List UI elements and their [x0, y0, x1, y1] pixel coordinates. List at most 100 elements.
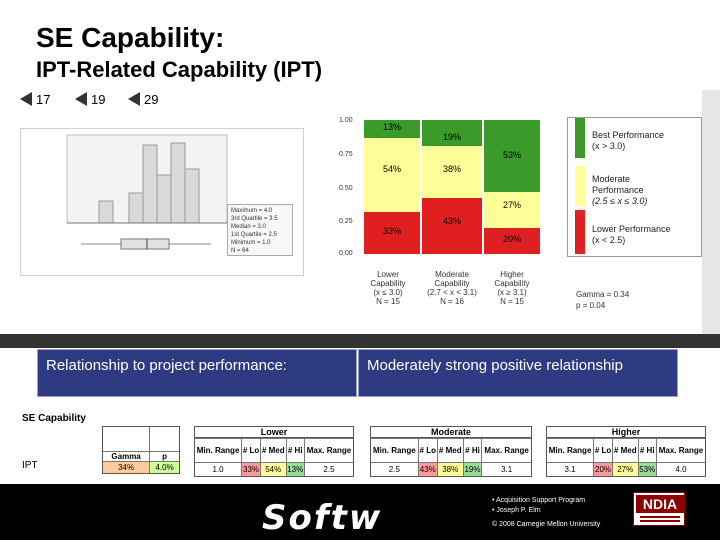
p-value: 4.0% [149, 460, 179, 473]
legend-text-best: Best Performance (x > 3.0) [592, 130, 664, 152]
category-label-lower: Lower Capability (x ≤ 3.0) N = 15 [352, 270, 424, 306]
cell-label: 20% [502, 234, 521, 244]
ndia-logo-block [636, 495, 684, 513]
col-header: Max. Range [304, 438, 353, 463]
legend-text-lower: Lower Performance (x < 2.5) [592, 224, 671, 246]
category-label-higher: Higher Capability (x ≥ 3.1) N = 15 [478, 270, 546, 306]
footer-band [0, 484, 720, 540]
histogram-bar [170, 142, 186, 224]
group-title: Moderate [371, 427, 531, 438]
cell-label: 13% [382, 122, 401, 132]
mosaic-cell: 43% [422, 198, 482, 254]
mosaic-cell: 20% [484, 228, 540, 254]
nav-back-19[interactable]: 19 [75, 90, 105, 108]
table-cell: 3.1 [547, 462, 595, 476]
relationship-value: Moderately strong positive relationship [367, 357, 623, 374]
col-header: Min. Range [195, 438, 243, 463]
table-cell: 53% [638, 462, 657, 476]
nav-label-17[interactable]: 17 [36, 91, 51, 107]
col-header: # Lo [241, 438, 261, 463]
divider-band [0, 334, 720, 348]
col-header: # Med [260, 438, 287, 463]
legend-swatch-best [575, 118, 585, 158]
back-arrow-icon[interactable] [128, 92, 140, 106]
table-cell: 13% [286, 462, 305, 476]
table-cell: 54% [260, 462, 287, 476]
distribution-stats: Maximum = 4.0 3rd Quartile = 3.5 Median … [227, 204, 293, 256]
stat-median: Median = 3.0 [231, 224, 266, 230]
table-cell: 1.0 [195, 462, 243, 476]
table-cell: 33% [241, 462, 261, 476]
mosaic-cell: 13% [364, 120, 420, 138]
histogram-bar [142, 144, 158, 224]
legend-text-moderate: Moderate Performance (2.5 ≤ x ≤ 3.0) [592, 174, 647, 207]
boxplot-box [120, 238, 170, 250]
ndia-logo-text: NDIA [643, 496, 677, 512]
col-header: # Med [612, 438, 639, 463]
gamma-header: Gamma [103, 450, 151, 461]
distribution-figure: Maximum = 4.0 3rd Quartile = 3.5 Median … [20, 128, 304, 276]
p-header: p [149, 450, 179, 461]
histogram-bar [98, 200, 114, 224]
mosaic-cell: 38% [422, 146, 482, 198]
nav-label-19[interactable]: 19 [91, 91, 106, 107]
table-section-title: SE Capability [22, 413, 86, 424]
gamma-label: Gamma = 0.34 [576, 290, 630, 299]
table-cell: 20% [593, 462, 613, 476]
table-row-label: IPT [22, 460, 38, 471]
table-cell: 19% [463, 462, 483, 476]
histogram-bar [156, 174, 172, 224]
group-title: Higher [547, 427, 705, 438]
mosaic-cell: 33% [364, 212, 420, 254]
y-tick-label: 0.75 [339, 151, 353, 158]
y-tick-label: 0.25 [339, 218, 353, 225]
stat-n: N = 64 [231, 248, 249, 254]
category-line: Capability [494, 279, 530, 288]
back-arrow-icon[interactable] [75, 92, 87, 106]
mosaic-legend: Best Performance (x > 3.0) Moderate Perf… [567, 117, 702, 257]
table-cell: 38% [437, 462, 464, 476]
footer-line: © 2008 Carnegie Mellon University [492, 521, 601, 528]
cell-label: 54% [382, 164, 401, 174]
category-line: Higher [500, 270, 524, 279]
group-title: Lower [195, 427, 353, 438]
gamma-value: 34% [103, 460, 151, 473]
relationship-label: Relationship to project performance: [46, 357, 287, 374]
category-line: N = 15 [376, 297, 400, 306]
cell-label: 27% [502, 200, 521, 210]
legend-swatch-lower [575, 210, 585, 254]
slide-subtitle: IPT-Related Capability (IPT) [36, 57, 323, 82]
gamma-p-table: Gamma p 34% 4.0% [102, 426, 180, 474]
legend-line: (x < 2.5) [592, 235, 626, 245]
cell-label: 43% [442, 216, 461, 226]
mosaic-cell: 27% [484, 192, 540, 228]
col-header: # Hi [463, 438, 483, 463]
legend-line: (x > 3.0) [592, 141, 626, 151]
category-line: (2.7 < x < 3.1) [427, 288, 477, 297]
category-line: Moderate [435, 270, 469, 279]
slide-title: SE Capability: [36, 22, 225, 53]
table-spacer [150, 427, 179, 451]
nav-back-17[interactable]: 17 [20, 90, 50, 108]
y-tick-label: 0.00 [339, 250, 353, 257]
category-line: N = 15 [500, 297, 524, 306]
legend-line: (2.5 ≤ x ≤ 3.0) [592, 196, 648, 206]
col-header: Max. Range [481, 438, 531, 463]
histogram-bar [128, 192, 144, 224]
col-header: Min. Range [371, 438, 419, 463]
table-cell: 2.5 [304, 462, 353, 476]
footer-line: • Acquisition Support Program [492, 497, 586, 504]
nav-back-29[interactable]: 29 [128, 90, 158, 108]
ndia-logo: NDIA [633, 492, 685, 526]
back-arrow-icon[interactable] [20, 92, 32, 106]
stat-q1: 1st Quartile = 2.5 [231, 232, 277, 238]
category-line: (x ≥ 3.1) [497, 288, 527, 297]
nav-label-29[interactable]: 29 [144, 91, 159, 107]
mosaic-cell: 54% [364, 138, 420, 212]
legend-swatch-moderate [575, 166, 585, 206]
ndia-logo-rule [640, 520, 680, 522]
category-line: Capability [434, 279, 470, 288]
legend-line: Lower Performance [592, 224, 671, 234]
stat-min: Minimum = 1.0 [231, 240, 271, 246]
table-cell: 27% [612, 462, 639, 476]
